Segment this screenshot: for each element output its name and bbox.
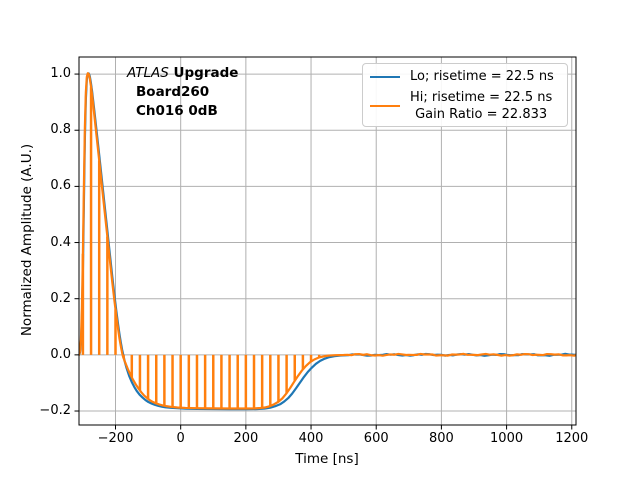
x-tick-label: 800	[428, 431, 454, 446]
y-tick-label: 0.0	[50, 346, 71, 362]
y-tick-label: −0.2	[39, 403, 71, 419]
x-axis-label: Time [ns]	[295, 451, 359, 467]
annotation-atlas: ATLAS	[127, 65, 169, 81]
series-hi-curve	[79, 72, 576, 410]
y-tick-label: 0.2	[50, 290, 71, 306]
legend-entry-lo: Lo; risetime = 22.5 ns	[370, 68, 559, 85]
annotation-upgrade: Upgrade	[168, 65, 239, 81]
annotation-line-3: Ch016 0dB	[136, 103, 218, 119]
x-tick-label: 200	[233, 431, 259, 446]
y-tick-label: 0.6	[50, 178, 71, 194]
legend-label-hi-line1: Hi; risetime = 22.5 ns	[410, 90, 553, 105]
x-tick-label: 1200	[555, 431, 589, 446]
annotation-line-1: ATLAS Upgrade	[127, 64, 238, 83]
annotation-line-2: Board260	[136, 84, 210, 100]
y-tick-label: 0.4	[50, 234, 71, 250]
legend-label-hi-line2: Gain Ratio = 22.833	[415, 107, 548, 122]
plot-data-layer	[79, 72, 576, 411]
legend-line-sample-lo	[370, 75, 400, 78]
axes-spines	[78, 56, 577, 426]
legend-entry-hi: Hi; risetime = 22.5 ns Gain Ratio = 22.8…	[370, 89, 559, 123]
legend-line-sample-hi	[370, 105, 400, 107]
legend-label-hi: Hi; risetime = 22.5 ns Gain Ratio = 22.8…	[410, 89, 552, 123]
annotation-text: ATLAS Upgrade Board260 Ch016 0dB	[127, 64, 238, 121]
x-tick-label: 1000	[490, 431, 524, 446]
legend: Lo; risetime = 22.5 ns Hi; risetime = 22…	[362, 63, 568, 127]
y-tick-label: 1.0	[50, 66, 71, 82]
x-tick-label: 600	[363, 431, 389, 446]
x-tick-label: 400	[298, 431, 324, 446]
x-tick-label: −200	[97, 431, 134, 446]
legend-label-lo: Lo; risetime = 22.5 ns	[410, 69, 554, 84]
x-tick-label: 0	[176, 431, 185, 446]
y-tick-label: 0.8	[50, 122, 71, 138]
